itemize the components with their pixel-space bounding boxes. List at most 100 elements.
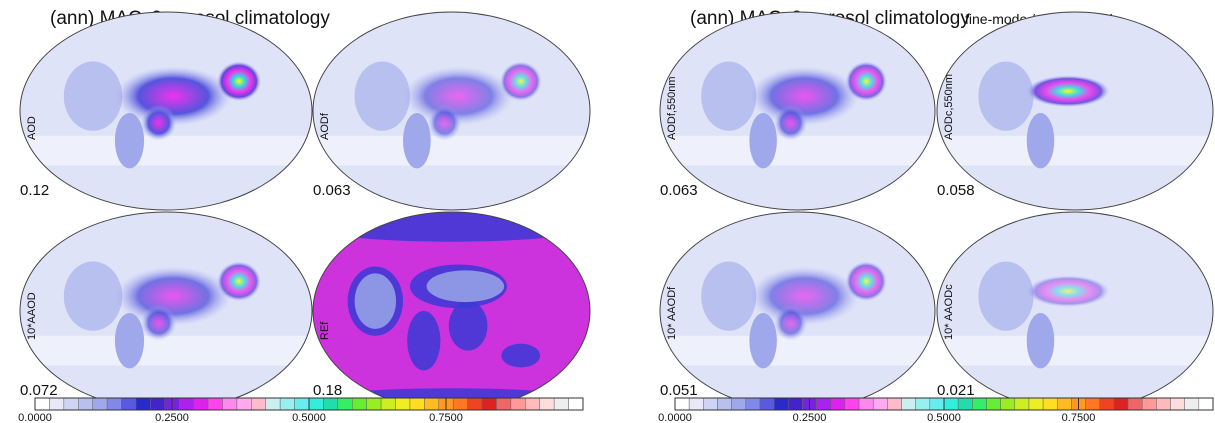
colorbar-cell (887, 397, 902, 411)
land (978, 61, 1034, 131)
plume (774, 105, 808, 141)
colorbar-cell (106, 397, 122, 411)
plume (749, 66, 860, 126)
colorbar-cell (1170, 397, 1185, 411)
colorbar-cell (858, 397, 874, 411)
colorbar-cell (972, 397, 987, 411)
map-border (19, 11, 313, 211)
colorbar-cell (915, 397, 931, 411)
colorbar-cell (34, 397, 50, 411)
plume (749, 266, 860, 326)
map-background (937, 212, 1213, 410)
plume (774, 305, 808, 341)
land (63, 61, 123, 131)
colorbar-cell (901, 397, 916, 411)
land (354, 61, 410, 131)
colorbar-cell (957, 397, 973, 411)
colorbar-cell (380, 397, 396, 411)
colorbar-cell (265, 397, 281, 411)
land (501, 343, 541, 368)
colorbar-cell (929, 397, 945, 411)
map-border (659, 11, 936, 211)
map-label: 10*AAOD (26, 292, 38, 340)
map-value: 0.051 (660, 382, 698, 399)
map-label: 10* AAODc (943, 284, 955, 340)
colorbar-cell (717, 397, 732, 411)
colorbar-cell (539, 397, 555, 411)
land (448, 301, 488, 351)
colorbar-cell (1099, 397, 1115, 411)
plume (217, 61, 261, 102)
colorbar-cell (703, 397, 718, 411)
map-field (660, 61, 935, 169)
colorbar-cell (1127, 397, 1143, 411)
colorbar-tick-label: 0.5000 (292, 412, 326, 423)
land (114, 312, 145, 369)
colorbar-cell (1141, 397, 1157, 411)
map-label: AODc,550nm (943, 74, 955, 140)
land (354, 273, 397, 329)
land (749, 112, 777, 169)
colorbar-cell (424, 397, 440, 411)
ocean-band (660, 135, 935, 166)
colorbar-cell (496, 397, 512, 411)
map-field (20, 61, 312, 169)
colorbar-cell (816, 397, 831, 411)
colorbar-cell (986, 397, 1001, 411)
colorbar-tick-label: 0.7500 (1062, 412, 1096, 423)
colorbar-cell (467, 397, 483, 411)
colorbar-cell (323, 397, 339, 411)
ocean-band (20, 335, 312, 366)
land (403, 112, 431, 169)
colorbar-cell (759, 397, 775, 411)
map (659, 11, 936, 211)
map-value: 0.063 (660, 182, 698, 199)
map (936, 211, 1214, 411)
plume (141, 105, 177, 141)
plume (1026, 75, 1110, 108)
colorbar-cell (178, 397, 194, 411)
colorbar-cell (688, 397, 704, 411)
colorbar-cell (1000, 397, 1016, 411)
map (659, 211, 936, 411)
colorbar-tick-label: 0.2500 (155, 412, 189, 423)
land (114, 112, 145, 169)
colorbar-cell (395, 397, 411, 411)
map-field (313, 61, 590, 169)
colorbar-cell (1042, 397, 1058, 411)
plume (217, 261, 261, 302)
plume (499, 61, 542, 102)
map-border (312, 11, 591, 211)
map-value: 0.021 (937, 382, 975, 399)
colorbar-cell (1028, 397, 1044, 411)
map-field (660, 261, 935, 369)
map-field (20, 261, 312, 369)
map-background (937, 12, 1213, 210)
land (1026, 112, 1055, 169)
ocean-band (937, 135, 1213, 166)
colorbar-cell (409, 397, 425, 411)
map-label: REf (319, 321, 331, 340)
map-value: 0.18 (313, 382, 342, 399)
land (749, 312, 777, 369)
plume (1026, 275, 1110, 308)
colorbar-cell (251, 397, 266, 411)
map (312, 211, 591, 411)
colorbar-cell (1085, 397, 1100, 411)
colorbar-cell (943, 397, 959, 411)
land (63, 261, 123, 331)
colorbar-cell (337, 397, 353, 411)
colorbar-cell (63, 397, 79, 411)
colorbar-cell (279, 397, 295, 411)
colorbar-cell (674, 397, 690, 411)
ocean-band (313, 135, 590, 166)
colorbar-cell (568, 397, 584, 411)
colorbar-cell (481, 397, 497, 411)
ocean-band (937, 335, 1213, 366)
colorbar-cell (510, 397, 526, 411)
map-label: AODf,550nm (666, 76, 678, 140)
colorbar-tick-label: 0.0000 (18, 412, 52, 423)
colorbar-cell (788, 397, 803, 411)
map-label: 10* AAODf (666, 286, 678, 340)
colorbar-cell (135, 397, 151, 411)
